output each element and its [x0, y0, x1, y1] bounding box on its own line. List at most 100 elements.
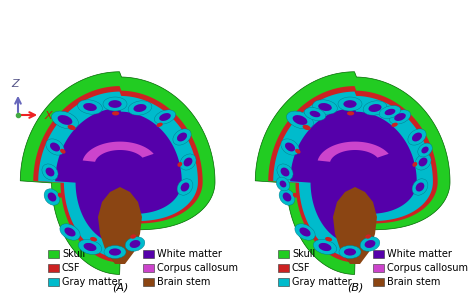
Ellipse shape [295, 224, 315, 240]
Ellipse shape [347, 111, 354, 116]
Text: Corpus callosum: Corpus callosum [387, 263, 468, 273]
Ellipse shape [128, 101, 152, 115]
Text: Z: Z [11, 79, 19, 89]
Ellipse shape [125, 237, 145, 251]
Text: Skull: Skull [292, 249, 315, 259]
Polygon shape [98, 187, 142, 264]
Ellipse shape [412, 179, 428, 195]
Ellipse shape [293, 193, 298, 198]
Ellipse shape [280, 181, 286, 188]
Ellipse shape [78, 100, 102, 114]
Ellipse shape [412, 162, 417, 167]
Ellipse shape [50, 142, 60, 152]
Ellipse shape [48, 193, 56, 202]
Ellipse shape [177, 162, 182, 167]
Text: White matter: White matter [157, 249, 222, 259]
Text: Brain stem: Brain stem [387, 277, 440, 287]
Text: (A): (A) [112, 282, 128, 292]
Ellipse shape [109, 248, 121, 256]
Ellipse shape [365, 234, 371, 239]
Ellipse shape [129, 240, 140, 248]
Text: Gray matter: Gray matter [292, 277, 352, 287]
Polygon shape [318, 142, 389, 162]
Text: (B): (B) [347, 282, 363, 292]
Ellipse shape [46, 168, 55, 176]
Ellipse shape [180, 154, 196, 170]
Bar [48, 250, 59, 258]
Ellipse shape [302, 125, 310, 130]
Polygon shape [55, 108, 182, 244]
Ellipse shape [295, 149, 301, 154]
Polygon shape [82, 142, 154, 162]
Ellipse shape [339, 245, 361, 259]
Bar [48, 278, 59, 286]
Ellipse shape [58, 115, 73, 125]
Ellipse shape [183, 158, 192, 166]
Bar [278, 278, 289, 286]
Text: Corpus callosum: Corpus callosum [157, 263, 238, 273]
Ellipse shape [58, 193, 63, 198]
Ellipse shape [325, 237, 332, 242]
Ellipse shape [277, 164, 293, 180]
Polygon shape [273, 92, 433, 258]
Polygon shape [20, 72, 215, 274]
Text: CSF: CSF [62, 263, 81, 273]
Ellipse shape [279, 189, 295, 205]
Ellipse shape [365, 240, 375, 248]
Bar [373, 264, 384, 272]
Ellipse shape [338, 97, 362, 111]
Ellipse shape [173, 129, 191, 145]
Bar [48, 264, 59, 272]
Ellipse shape [109, 100, 122, 108]
Ellipse shape [46, 139, 64, 155]
Ellipse shape [300, 227, 310, 236]
Ellipse shape [181, 182, 189, 191]
Ellipse shape [360, 237, 380, 251]
Ellipse shape [313, 240, 337, 254]
Ellipse shape [343, 100, 356, 108]
Ellipse shape [68, 125, 76, 130]
Polygon shape [290, 108, 417, 244]
Ellipse shape [419, 158, 428, 166]
Ellipse shape [418, 143, 432, 157]
Bar [278, 264, 289, 272]
Ellipse shape [78, 240, 102, 254]
Ellipse shape [83, 243, 96, 251]
Ellipse shape [368, 104, 382, 112]
Ellipse shape [304, 107, 326, 121]
Ellipse shape [103, 97, 127, 111]
Text: White matter: White matter [387, 249, 452, 259]
Ellipse shape [177, 179, 193, 195]
Bar [143, 278, 154, 286]
Text: Skull: Skull [62, 249, 85, 259]
Text: X: X [44, 111, 52, 121]
Ellipse shape [52, 111, 78, 129]
Ellipse shape [177, 133, 187, 142]
Ellipse shape [392, 123, 398, 127]
Text: Gray matter: Gray matter [62, 277, 122, 287]
Polygon shape [268, 86, 438, 262]
Ellipse shape [60, 149, 65, 154]
Bar [278, 250, 289, 258]
Ellipse shape [313, 100, 337, 114]
Ellipse shape [42, 164, 58, 180]
Ellipse shape [104, 245, 126, 259]
Ellipse shape [412, 133, 422, 142]
Ellipse shape [363, 101, 387, 115]
Ellipse shape [415, 154, 431, 170]
Ellipse shape [281, 168, 290, 176]
Ellipse shape [384, 109, 395, 115]
Ellipse shape [390, 110, 410, 124]
Ellipse shape [319, 243, 331, 251]
Ellipse shape [310, 111, 320, 117]
Ellipse shape [44, 189, 60, 205]
Ellipse shape [394, 113, 406, 121]
Ellipse shape [112, 111, 119, 116]
Ellipse shape [60, 224, 80, 240]
Ellipse shape [408, 129, 426, 145]
Ellipse shape [83, 103, 97, 111]
Ellipse shape [283, 193, 292, 202]
Ellipse shape [416, 182, 424, 191]
Ellipse shape [155, 110, 175, 124]
Ellipse shape [156, 123, 163, 127]
